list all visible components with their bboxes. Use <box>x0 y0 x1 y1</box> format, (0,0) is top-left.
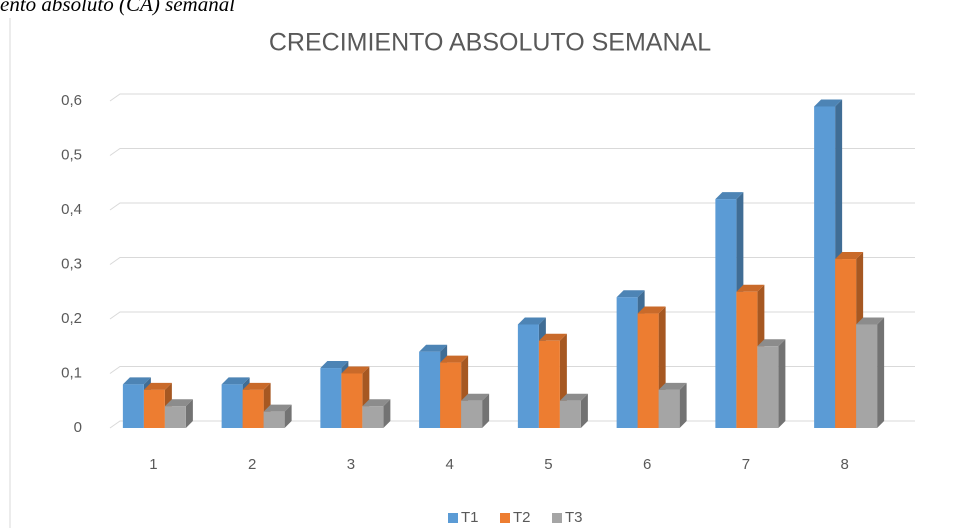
bar-side <box>877 317 885 428</box>
bar-top <box>856 317 885 325</box>
bar-top <box>715 192 744 200</box>
bar-top <box>242 382 271 390</box>
bar-top <box>835 252 864 260</box>
bar-face <box>637 313 659 428</box>
legend-label: T3 <box>565 509 583 526</box>
bar-face <box>419 351 441 428</box>
bar-top <box>538 333 567 341</box>
y-tick-label: 0,5 <box>61 146 82 163</box>
grid-line <box>109 311 915 320</box>
bar-top <box>164 399 193 407</box>
bar-side <box>482 393 490 428</box>
bar-top <box>658 382 687 390</box>
bar <box>757 339 786 428</box>
bar-top <box>143 382 172 390</box>
bar-face <box>440 362 462 428</box>
y-tick-label: 0 <box>74 419 82 436</box>
bar-face <box>341 373 363 428</box>
bar-face <box>164 406 186 428</box>
grid-line <box>109 257 915 265</box>
x-tick-label: 4 <box>445 456 453 473</box>
bar-side <box>778 339 786 428</box>
bar-face <box>856 324 878 428</box>
bar <box>559 393 588 428</box>
x-tick-label: 7 <box>742 456 750 473</box>
bar <box>856 317 885 428</box>
grid-line <box>109 366 915 374</box>
bar <box>362 399 391 428</box>
bar-face <box>143 389 165 428</box>
bar-face <box>736 291 758 428</box>
x-tick-label: 6 <box>643 456 651 473</box>
bar-side <box>284 404 292 428</box>
grid-line <box>109 202 915 211</box>
bar-top <box>320 361 349 369</box>
bar-face <box>242 389 264 428</box>
x-tick-label: 2 <box>248 456 256 473</box>
bar-top <box>440 355 469 363</box>
bar-top <box>517 317 546 325</box>
bar-top <box>814 99 843 107</box>
bar-top <box>263 404 292 412</box>
bar-face <box>757 346 779 428</box>
grid-line <box>109 148 915 156</box>
bar-top <box>637 306 666 314</box>
bar-face <box>517 324 539 428</box>
bar-face <box>814 106 836 428</box>
bar-face <box>835 259 857 428</box>
y-tick-label: 0,3 <box>61 255 82 272</box>
bar-top <box>221 377 250 385</box>
bar-top <box>122 377 151 385</box>
bar <box>263 404 292 428</box>
bar-top <box>559 393 588 401</box>
bar-face <box>122 384 144 428</box>
bar-side <box>580 393 588 428</box>
x-tick-label: 5 <box>544 456 552 473</box>
bar <box>164 399 193 428</box>
bar-top <box>757 339 786 347</box>
caption: ento absoluto (CA) semanal <box>0 0 235 16</box>
x-tick-label: 8 <box>840 456 848 473</box>
bar-face <box>263 411 285 428</box>
bar-side <box>185 399 193 428</box>
bar-top <box>362 399 391 407</box>
bar-top <box>341 366 370 374</box>
bar-side <box>679 382 687 428</box>
legend-swatch <box>552 513 562 523</box>
bar-face <box>559 400 581 428</box>
bar-top <box>616 290 645 298</box>
y-tick-label: 0,2 <box>61 310 82 327</box>
x-tick-label: 3 <box>347 456 355 473</box>
y-tick-label: 0,4 <box>61 201 82 218</box>
bar <box>461 393 490 428</box>
grid-line <box>109 93 915 102</box>
legend-label: T2 <box>513 509 531 526</box>
y-tick-label: 0,1 <box>61 364 82 381</box>
bar-face <box>362 406 384 428</box>
bar-face <box>715 199 737 428</box>
bar-face <box>221 384 243 428</box>
bar-top <box>419 344 448 352</box>
legend-swatch <box>500 513 510 523</box>
bar-face <box>538 340 560 428</box>
legend-swatch <box>448 513 458 523</box>
bar-top <box>736 284 765 292</box>
bar-side <box>383 399 391 428</box>
chart-title: CRECIMIENTO ABSOLUTO SEMANAL <box>269 29 711 57</box>
x-tick-label: 1 <box>149 456 157 473</box>
bar-face <box>658 389 680 428</box>
bar <box>658 382 687 428</box>
bar-face <box>461 400 483 428</box>
legend-label: T1 <box>461 509 479 526</box>
y-tick-label: 0,6 <box>61 92 82 109</box>
bar-face <box>320 368 342 428</box>
bar-top <box>461 393 490 401</box>
bar-face <box>616 297 638 428</box>
